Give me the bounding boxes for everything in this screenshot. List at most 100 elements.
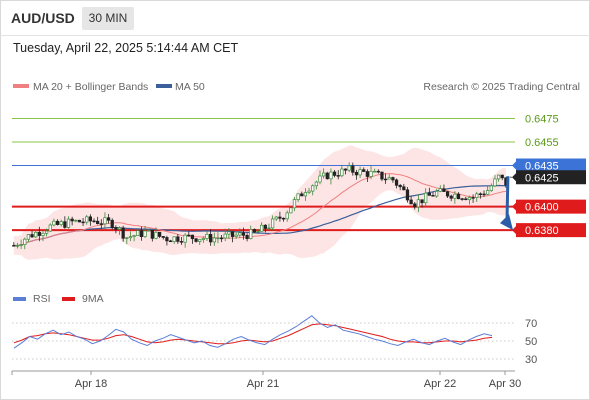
legend-swatch-rsi bbox=[13, 297, 26, 301]
candle-body bbox=[482, 193, 486, 196]
candles bbox=[12, 162, 508, 250]
candle-body bbox=[249, 229, 253, 239]
watermark-text: Research © 2025 Trading Central bbox=[423, 81, 580, 93]
rsi-tick-label-30: 30 bbox=[525, 354, 537, 366]
candle-body bbox=[15, 245, 20, 247]
candle-body bbox=[121, 227, 125, 239]
candle-body bbox=[238, 232, 242, 236]
candle-body bbox=[274, 216, 278, 220]
rsi-line bbox=[13, 315, 493, 349]
legend-swatch-ma20 bbox=[13, 84, 29, 88]
candle-body bbox=[329, 171, 333, 180]
level-label-tip-0.6380 bbox=[512, 226, 516, 235]
candle-body bbox=[358, 169, 362, 176]
candle-body bbox=[132, 235, 136, 237]
candle-body bbox=[340, 168, 344, 177]
candle-body bbox=[23, 238, 27, 246]
x-tick-label-Apr-30: Apr 30 bbox=[489, 378, 521, 390]
candle-body bbox=[81, 221, 85, 224]
candle-body bbox=[70, 218, 74, 222]
legend-swatch-9ma bbox=[62, 297, 75, 301]
candle-body bbox=[354, 171, 359, 176]
candle-body bbox=[256, 230, 260, 233]
projection-arrow-head bbox=[500, 214, 513, 231]
candle-body bbox=[369, 170, 373, 177]
candle-body bbox=[48, 224, 52, 232]
candle-body bbox=[230, 231, 235, 237]
candle-body bbox=[45, 230, 49, 234]
candle-body bbox=[114, 227, 118, 230]
candle-body bbox=[456, 193, 461, 200]
candle-body bbox=[311, 185, 315, 192]
candle-body bbox=[427, 192, 431, 196]
candle-body bbox=[438, 188, 442, 192]
candle-body bbox=[445, 191, 450, 197]
level-label-box-0.6380 bbox=[516, 223, 586, 238]
candle-body bbox=[260, 224, 264, 232]
candle-body bbox=[471, 197, 475, 199]
rsi-tick-label-70: 70 bbox=[525, 318, 537, 330]
candle-body bbox=[41, 232, 45, 236]
candle-body bbox=[486, 190, 490, 195]
candle-body bbox=[136, 230, 140, 236]
level-label-tip-0.6425 bbox=[512, 173, 516, 182]
candle-body bbox=[489, 185, 493, 191]
candle-body bbox=[303, 192, 308, 197]
candle-body bbox=[147, 229, 151, 232]
candle-body bbox=[143, 230, 147, 238]
candle-body bbox=[380, 171, 384, 180]
level-label-0.6475: 0.6475 bbox=[525, 114, 559, 126]
candle-body bbox=[325, 172, 329, 180]
candle-body bbox=[194, 238, 198, 242]
level-label-tip-0.6435 bbox=[512, 161, 516, 170]
candle-body bbox=[168, 240, 173, 243]
candle-body bbox=[416, 199, 421, 208]
level-label-0.6380: 0.6380 bbox=[525, 225, 559, 237]
candle-body bbox=[227, 231, 231, 235]
candle-body bbox=[500, 174, 504, 179]
legend-swatch-ma50 bbox=[156, 84, 172, 88]
level-label-0.6455: 0.6455 bbox=[525, 137, 559, 149]
candle-body bbox=[74, 219, 78, 222]
candle-body bbox=[30, 234, 34, 238]
candle-body bbox=[493, 178, 497, 187]
candle-body bbox=[187, 234, 191, 237]
candle-body bbox=[110, 219, 114, 228]
candle-body bbox=[209, 233, 213, 243]
candle-body bbox=[424, 192, 428, 204]
candle-body bbox=[37, 231, 41, 236]
candle-body bbox=[267, 227, 271, 230]
candle-body bbox=[88, 216, 92, 222]
candle-body bbox=[66, 218, 71, 228]
candle-body bbox=[391, 177, 395, 181]
candle-body bbox=[314, 181, 318, 187]
header-bar: AUD/USD 30 MIN bbox=[0, 0, 590, 34]
candle-body bbox=[190, 234, 195, 240]
candle-body bbox=[351, 165, 355, 173]
candle-body bbox=[198, 239, 202, 242]
candle-body bbox=[205, 233, 209, 239]
candle-body bbox=[453, 193, 457, 199]
level-label-box-0.6400 bbox=[516, 199, 586, 214]
candle-body bbox=[409, 199, 413, 205]
candle-body bbox=[26, 234, 31, 240]
rsi-tick-label-50: 50 bbox=[525, 336, 537, 348]
candle-body bbox=[245, 235, 249, 239]
candle-body bbox=[157, 231, 162, 237]
candle-body bbox=[362, 169, 366, 172]
x-tick-label-Apr-18: Apr 18 bbox=[75, 378, 107, 390]
candle-body bbox=[106, 217, 111, 221]
candle-body bbox=[296, 193, 300, 201]
candle-body bbox=[496, 174, 501, 180]
candle-body bbox=[219, 237, 224, 240]
candle-body bbox=[77, 219, 82, 223]
candle-body bbox=[383, 178, 388, 181]
candle-body bbox=[343, 168, 348, 171]
candle-body bbox=[307, 190, 311, 193]
ma50-line bbox=[13, 184, 506, 247]
candle-body bbox=[165, 237, 169, 242]
candle-body bbox=[420, 199, 424, 204]
candle-body bbox=[179, 241, 184, 243]
timeframe-badge[interactable]: 30 MIN bbox=[82, 7, 134, 30]
